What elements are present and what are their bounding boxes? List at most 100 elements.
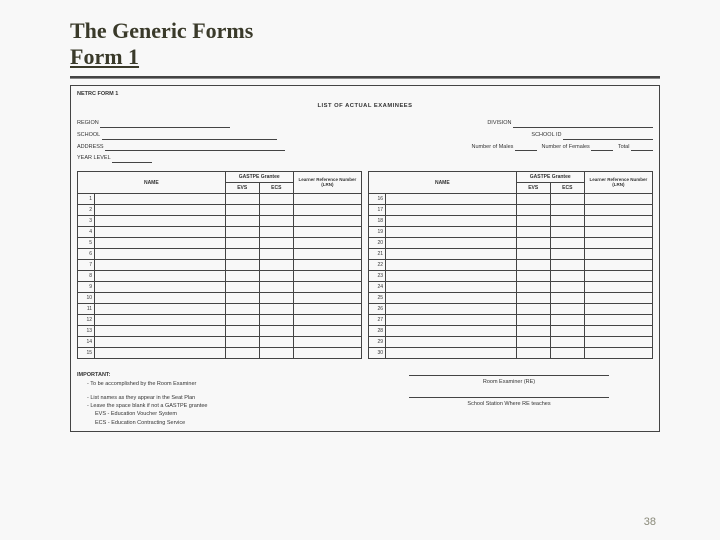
cell-lrn [293,293,361,304]
table-row: 13 [78,326,362,337]
cell-ecs [259,348,293,359]
title-divider [70,76,660,79]
th-evs-r: EVS [516,183,550,194]
tables-wrap: NAME GASTPE Grantee Learner Reference Nu… [77,171,653,359]
cell-name [386,227,517,238]
fields-row-2: SCHOOL SCHOOL ID [77,131,653,140]
row-num: 13 [78,326,95,337]
th-gastpe-r: GASTPE Grantee [516,172,584,183]
cell-evs [516,227,550,238]
cell-lrn [584,282,652,293]
row-num: 15 [78,348,95,359]
th-name-r: NAME [369,172,517,194]
imp-line-3: - Leave the space blank if not a GASTPE … [77,402,365,410]
cell-lrn [584,249,652,260]
form-container: NETRC FORM 1 LIST OF ACTUAL EXAMINEES RE… [70,85,660,432]
table-row: 4 [78,227,362,238]
division-label: DIVISION [487,119,653,128]
cell-evs [516,348,550,359]
cell-ecs [259,271,293,282]
cell-lrn [584,227,652,238]
cell-ecs [259,205,293,216]
cell-lrn [584,348,652,359]
imp-line-1: - To be accomplished by the Room Examine… [77,380,365,388]
cell-ecs [550,348,584,359]
cell-ecs [259,304,293,315]
region-label: REGION [77,119,230,128]
row-num: 22 [369,260,386,271]
row-num: 3 [78,216,95,227]
cell-name [95,293,226,304]
cell-evs [516,315,550,326]
cell-name [386,282,517,293]
signature-re: Room Examiner (RE) [365,378,653,387]
th-lrn-r: Learner Reference Number (LRN) [584,172,652,194]
fields-row-1: REGION DIVISION [77,119,653,128]
cell-lrn [293,304,361,315]
cell-ecs [550,216,584,227]
cell-evs [516,293,550,304]
table-row: 2 [78,205,362,216]
school-label: SCHOOL [77,131,277,140]
fields-row-4: YEAR LEVEL [77,154,653,163]
table-row: 30 [369,348,653,359]
cell-lrn [584,216,652,227]
examinees-table-right: NAME GASTPE Grantee Learner Reference Nu… [368,171,653,359]
title-line-2: Form 1 [70,44,660,70]
cell-evs [225,238,259,249]
cell-evs [225,249,259,260]
th-ecs-r: ECS [550,183,584,194]
table-row: 5 [78,238,362,249]
row-num: 24 [369,282,386,293]
table-row: 10 [78,293,362,304]
cell-name [386,205,517,216]
table-row: 27 [369,315,653,326]
table-row: 18 [369,216,653,227]
cell-name [95,282,226,293]
row-num: 17 [369,205,386,216]
row-num: 6 [78,249,95,260]
table-row: 8 [78,271,362,282]
row-num: 14 [78,337,95,348]
cell-name [386,348,517,359]
table-row: 25 [369,293,653,304]
row-num: 29 [369,337,386,348]
cell-lrn [584,238,652,249]
cell-evs [225,260,259,271]
table-row: 15 [78,348,362,359]
cell-lrn [584,260,652,271]
row-num: 27 [369,315,386,326]
cell-name [95,315,226,326]
cell-lrn [293,337,361,348]
imp-line-5: ECS - Education Contracting Service [77,419,365,427]
page-number: 38 [644,516,656,528]
cell-ecs [259,282,293,293]
table-row: 26 [369,304,653,315]
table-row: 23 [369,271,653,282]
row-num: 12 [78,315,95,326]
cell-evs [225,348,259,359]
cell-ecs [550,315,584,326]
table-row: 28 [369,326,653,337]
cell-evs [225,337,259,348]
cell-name [95,337,226,348]
cell-ecs [550,249,584,260]
cell-ecs [259,260,293,271]
row-num: 21 [369,249,386,260]
table-row: 29 [369,337,653,348]
cell-ecs [550,205,584,216]
cell-evs [516,337,550,348]
cell-name [386,326,517,337]
counts-labels: Number of Males Number of Females Total [472,143,654,152]
table-row: 9 [78,282,362,293]
row-num: 28 [369,326,386,337]
form-heading: LIST OF ACTUAL EXAMINEES [77,102,653,111]
cell-evs [225,194,259,205]
row-num: 20 [369,238,386,249]
cell-ecs [259,249,293,260]
row-num: 10 [78,293,95,304]
cell-evs [225,315,259,326]
cell-lrn [293,249,361,260]
table-row: 20 [369,238,653,249]
cell-name [95,326,226,337]
